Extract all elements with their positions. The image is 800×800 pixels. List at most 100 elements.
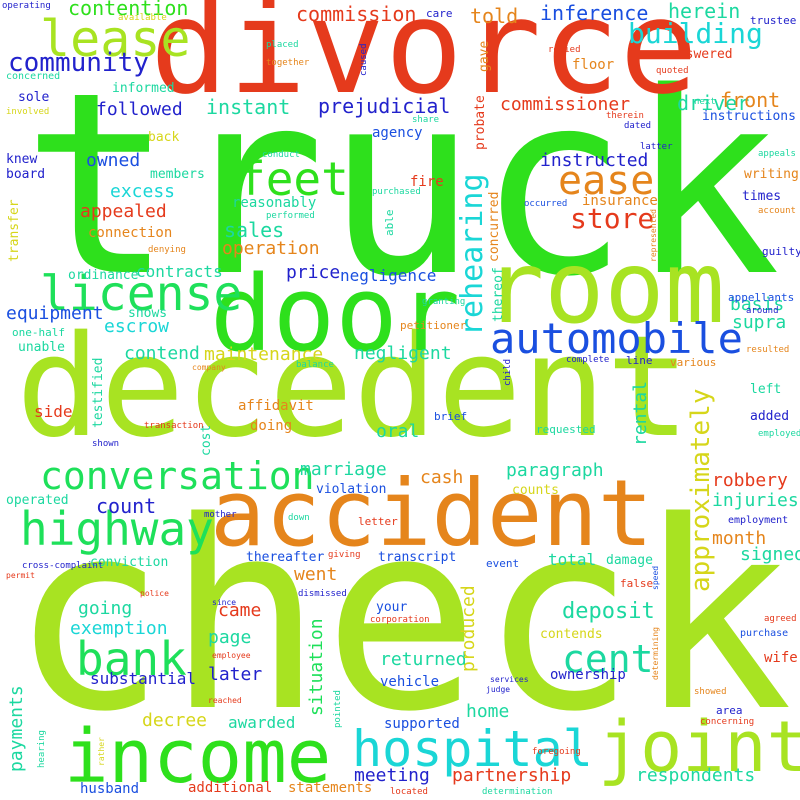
word-concerned: concerned [6,71,61,82]
word-transfer: transfer [7,199,22,262]
word-commissioner: commissioner [500,94,631,115]
word-inference: inference [540,1,649,25]
word-caused: caused [359,43,369,76]
word-able: able [383,209,396,237]
word-owned: owned [86,150,141,171]
word-conviction: conviction [90,555,169,570]
word-commission: commission [296,2,417,26]
word-complete: complete [566,355,610,365]
word-negligent: negligent [354,343,452,364]
word-contention: contention [68,0,189,20]
word-conduct: conduct [262,150,300,160]
word-employment: employment [728,515,789,526]
word-one-half: one-half [12,326,65,339]
word-answered: answered [670,47,733,62]
word-involved: involved [6,107,50,117]
word-front: front [720,88,781,112]
word-vehicle: vehicle [380,674,440,690]
word-additional: additional [188,780,273,796]
word-placed: placed [266,40,299,50]
word-counts: counts [512,483,559,498]
word-line: line [626,354,653,367]
word-police: police [140,589,169,598]
word-ease: ease [558,158,655,204]
word-driver: driver [677,91,750,115]
word-payments: payments [6,685,27,772]
word-side: side [34,402,73,421]
word-signed: signed [740,544,800,565]
word-transcript: transcript [378,550,457,565]
word-members: members [150,167,205,182]
word-operation: operation [222,238,320,259]
word-supported: supported [384,716,460,732]
word-prejudicial: prejudicial [318,94,451,118]
word-gave: gave [477,40,492,72]
word-corporation: corporation [370,615,430,625]
word-determining: determining [651,627,660,680]
word-hearing: hearing [37,730,47,768]
word-decree: decree [142,710,208,731]
word-fire: fire [410,174,444,190]
word-bank: bank [76,632,187,686]
word-instructions: instructions [702,109,796,124]
word-times: times [742,189,782,204]
word-store: store [570,202,655,235]
word-dated: dated [624,121,652,131]
word-escrow: escrow [104,316,170,337]
word-guilty: guilty [762,245,800,258]
word-cent: cent [562,637,654,681]
word-shown: shown [92,439,120,449]
word-situation: situation [306,618,327,716]
word-going: going [78,598,133,619]
word-doing: doing [250,418,293,434]
word-quoted: quoted [656,66,689,76]
word-down: down [288,513,310,523]
word-supra: supra [732,312,787,333]
word-appealed: appealed [80,201,167,222]
word-writing: writing [744,167,799,182]
word-rental: rental [630,380,651,446]
word-price: price [286,262,341,283]
word-thereafter: thereafter [246,550,325,565]
word-decedent: decedent [16,306,691,469]
word-giving: giving [328,550,361,560]
word-concurred: concurred [487,191,502,262]
word-next: next [694,97,716,107]
word-granting: granting [422,297,466,307]
word-area: area [716,704,743,717]
word-page: page [208,627,252,648]
word-maintenance: maintenance [204,344,324,365]
word-feet: feet [238,152,349,206]
word-affidavit: affidavit [238,398,314,414]
word-appellants: appellants [728,291,795,304]
word-wife: wife [764,650,798,666]
word-building: building [628,17,763,50]
word-together: together [266,58,310,68]
word-dismissed: dismissed [298,589,347,599]
word-purchased: purchased [372,187,421,197]
word-oral: oral [376,421,420,442]
word-rather: rather [97,737,106,766]
word-partnership: partnership [452,765,572,786]
word-your: your [376,600,408,615]
word-left: left [750,382,782,397]
word-insurance: insurance [582,193,658,209]
word-permit: permit [6,571,35,580]
word-divorce: divorce [150,0,698,123]
word-child: child [503,358,513,386]
word-went: went [294,564,338,585]
word-total: total [548,550,597,569]
word-respondents: respondents [636,765,756,786]
word-back: back [148,130,180,145]
word-excess: excess [110,181,176,202]
word-operating: operating [2,1,51,11]
word-performed: performed [266,211,315,221]
word-cash: cash [420,467,464,488]
word-door: door [210,253,461,375]
word-company: company [192,363,226,372]
word-purchase: purchase [740,628,789,639]
word-care: care [426,7,453,20]
word-around: around [746,306,779,316]
word-equipment: equipment [6,303,104,324]
word-judge: judge [486,685,511,694]
